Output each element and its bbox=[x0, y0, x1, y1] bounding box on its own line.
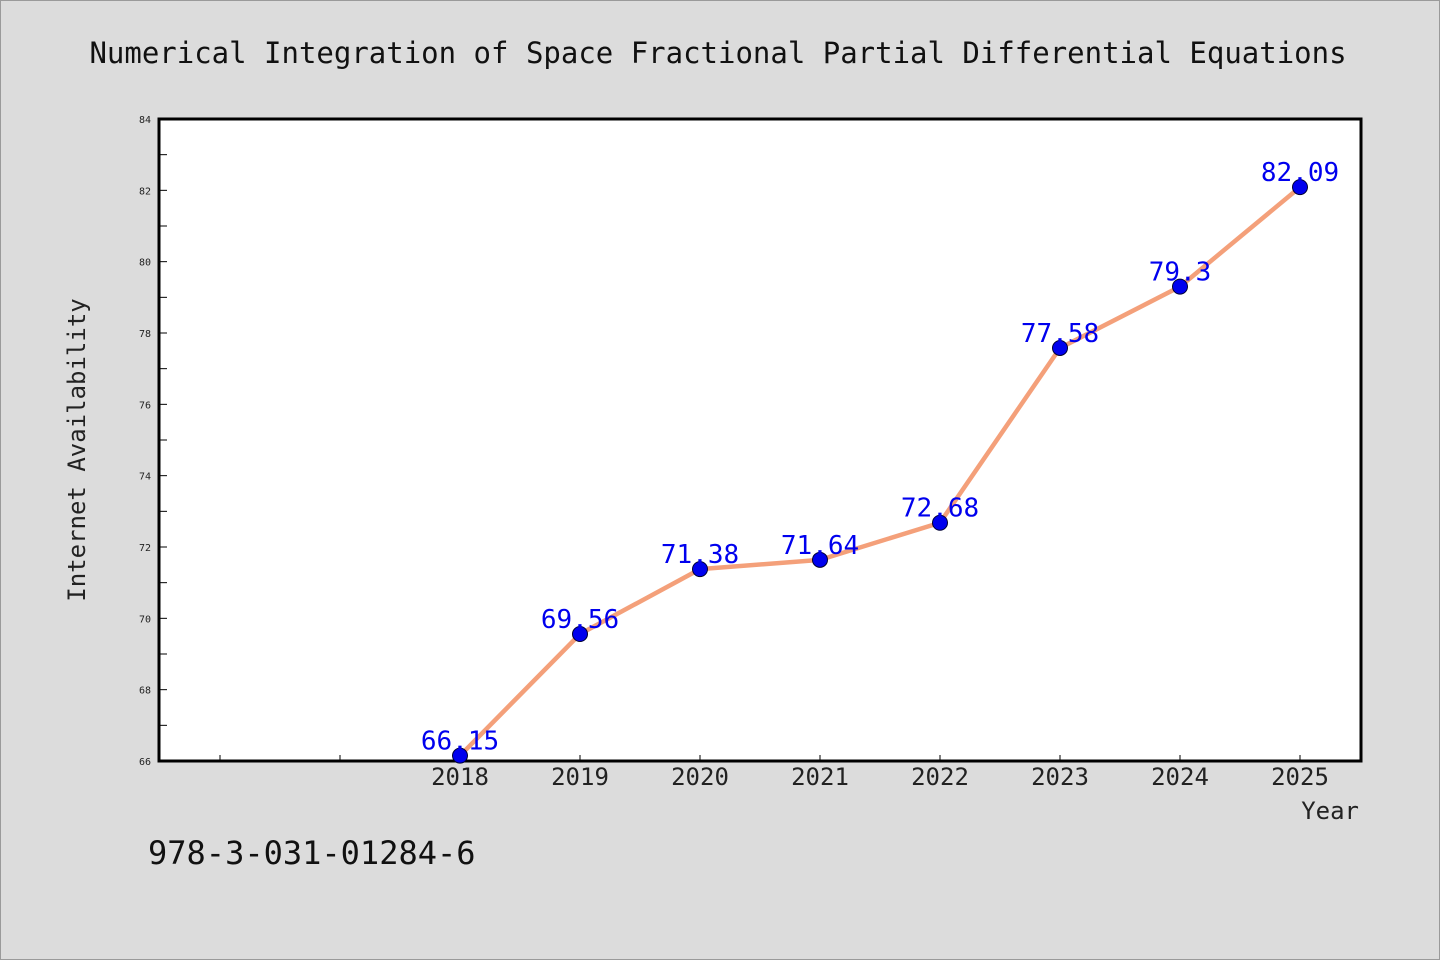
x-tick-label: 2018 bbox=[431, 763, 489, 791]
y-tick-label: 72 bbox=[139, 543, 151, 554]
data-labels: 66.15 69.56 71.38 71.64 72.68 77.58 79.3 82.09 bbox=[421, 158, 1339, 757]
data-label: 71.38 bbox=[661, 540, 739, 570]
x-tick-label: 2021 bbox=[791, 763, 849, 791]
data-point bbox=[1172, 278, 1188, 295]
data-point bbox=[932, 514, 948, 531]
data-point bbox=[1052, 339, 1068, 356]
data-point bbox=[452, 747, 468, 764]
data-label: 69.56 bbox=[541, 605, 619, 635]
data-label: 77.58 bbox=[1021, 319, 1099, 349]
x-axis: 2018 2019 2020 2021 2022 2023 2024 2025 bbox=[219, 755, 1329, 791]
data-label: 72.68 bbox=[901, 494, 979, 524]
isbn-footnote: 978-3-031-01284-6 bbox=[148, 834, 476, 872]
y-axis: 66 68 70 72 74 76 78 80 82 84 bbox=[139, 115, 167, 768]
x-axis-label: Year bbox=[1301, 797, 1359, 825]
y-tick-label: 84 bbox=[139, 115, 151, 126]
y-tick-label: 70 bbox=[139, 614, 151, 625]
x-tick-label: 2019 bbox=[551, 763, 609, 791]
chart-title: Numerical Integration of Space Fractiona… bbox=[89, 36, 1346, 70]
y-tick-label: 82 bbox=[139, 186, 151, 197]
data-label: 79.3 bbox=[1149, 258, 1212, 288]
y-tick-label: 66 bbox=[139, 757, 151, 768]
y-tick-label: 74 bbox=[139, 472, 151, 483]
y-tick-label: 76 bbox=[139, 400, 151, 411]
y-axis-label: Internet Availability bbox=[63, 298, 91, 601]
x-tick-label: 2020 bbox=[671, 763, 729, 791]
data-point bbox=[692, 561, 708, 578]
x-tick-label: 2023 bbox=[1031, 763, 1089, 791]
data-point bbox=[572, 626, 588, 643]
data-point bbox=[812, 551, 828, 568]
data-label: 71.64 bbox=[781, 531, 859, 561]
y-tick-label: 80 bbox=[139, 258, 151, 269]
y-tick-label: 78 bbox=[139, 329, 151, 340]
series-layer bbox=[452, 179, 1308, 764]
y-tick-label: 68 bbox=[139, 686, 151, 697]
plot-area bbox=[157, 117, 1363, 763]
x-tick-label: 2025 bbox=[1271, 763, 1329, 791]
data-label: 66.15 bbox=[421, 727, 499, 757]
x-tick-label: 2022 bbox=[911, 763, 969, 791]
data-label: 82.09 bbox=[1261, 158, 1339, 188]
series-line bbox=[458, 185, 1302, 758]
x-tick-label: 2024 bbox=[1151, 763, 1209, 791]
data-point bbox=[1292, 179, 1308, 196]
